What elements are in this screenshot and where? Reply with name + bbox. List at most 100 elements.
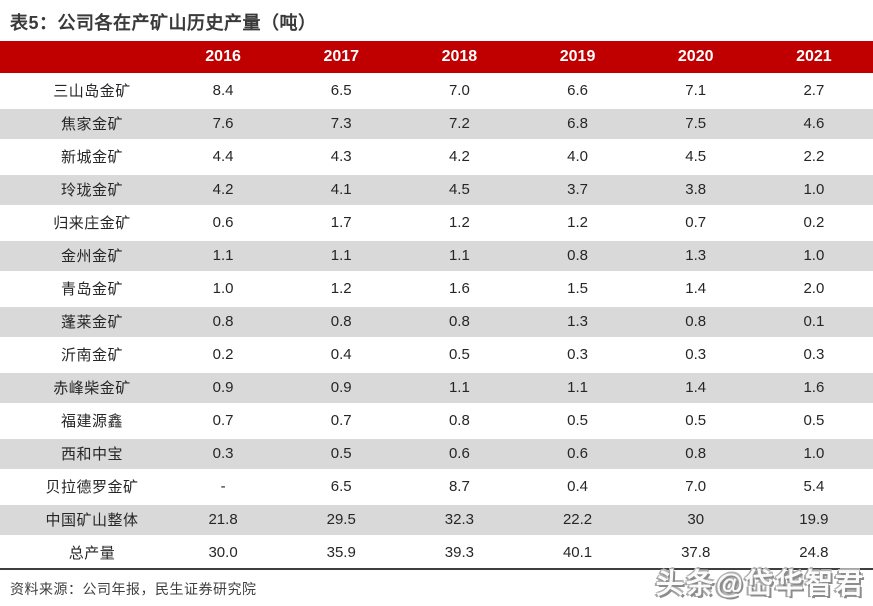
value-cell: 4.2 — [400, 138, 519, 173]
year-header-2021: 2021 — [754, 41, 873, 74]
value-cell: 4.2 — [164, 171, 283, 206]
value-cell: 3.8 — [636, 171, 755, 206]
table-row: 三山岛金矿 8.4 6.5 7.0 6.6 7.1 2.7 — [0, 72, 873, 107]
value-cell: 0.7 — [282, 402, 401, 437]
mine-name-cell: 焦家金矿 — [0, 105, 164, 140]
mine-name-cell: 中国矿山整体 — [0, 501, 164, 536]
value-cell: 4.0 — [518, 138, 637, 173]
value-cell: 2.0 — [754, 270, 873, 305]
value-cell: 7.6 — [164, 105, 283, 140]
value-cell: 0.3 — [164, 435, 283, 470]
value-cell: 0.2 — [754, 204, 873, 239]
value-cell: 1.1 — [400, 369, 519, 404]
value-cell: 0.5 — [400, 336, 519, 371]
value-cell: 1.4 — [636, 270, 755, 305]
value-cell: 0.5 — [636, 402, 755, 437]
value-cell: 0.8 — [400, 402, 519, 437]
value-cell: 1.1 — [282, 237, 401, 272]
value-cell: 0.5 — [282, 435, 401, 470]
value-cell: 1.1 — [164, 237, 283, 272]
value-cell: 22.2 — [518, 501, 637, 536]
value-cell: 0.4 — [282, 336, 401, 371]
page-title: 表5：公司各在产矿山历史产量（吨） — [10, 13, 317, 33]
value-cell: 0.8 — [636, 435, 755, 470]
year-header-2016: 2016 — [164, 41, 283, 74]
value-cell: 19.9 — [754, 501, 873, 536]
value-cell: 0.5 — [518, 402, 637, 437]
value-cell: 0.5 — [754, 402, 873, 437]
table-body: 三山岛金矿 8.4 6.5 7.0 6.6 7.1 2.7 焦家金矿 7.6 7.3 7.2 6.8 7… — [0, 72, 873, 569]
value-cell: 2.7 — [754, 72, 873, 107]
value-cell: 1.0 — [164, 270, 283, 305]
source-note: 资料来源：公司年报，民生证券研究院 — [10, 581, 257, 597]
table-row: 赤峰柴金矿 0.9 0.9 1.1 1.1 1.4 1.6 — [0, 369, 873, 404]
table-row: 新城金矿 4.4 4.3 4.2 4.0 4.5 2.2 — [0, 138, 873, 173]
value-cell: 7.0 — [400, 72, 519, 107]
value-cell: 8.4 — [164, 72, 283, 107]
value-cell: 0.8 — [400, 303, 519, 338]
value-cell: 8.7 — [400, 468, 519, 503]
mine-name-cell: 新城金矿 — [0, 138, 164, 173]
value-cell: 21.8 — [164, 501, 283, 536]
value-cell: 0.7 — [164, 402, 283, 437]
table-row: 沂南金矿 0.2 0.4 0.5 0.3 0.3 0.3 — [0, 336, 873, 371]
corner-cell — [0, 41, 164, 74]
year-header-2019: 2019 — [518, 41, 637, 74]
value-cell: 4.3 — [282, 138, 401, 173]
value-cell: 37.8 — [636, 534, 755, 569]
value-cell: 6.5 — [282, 468, 401, 503]
value-cell: 1.0 — [754, 435, 873, 470]
table-row: 贝拉德罗金矿 -6.5 8.7 0.4 7.0 5.4 — [0, 468, 873, 503]
value-cell: 7.1 — [636, 72, 755, 107]
mine-name-cell: 归来庄金矿 — [0, 204, 164, 239]
value-cell: 0.3 — [518, 336, 637, 371]
mine-name-cell: 青岛金矿 — [0, 270, 164, 305]
year-header-2018: 2018 — [400, 41, 519, 74]
value-cell: 30.0 — [164, 534, 283, 569]
value-cell: 1.1 — [400, 237, 519, 272]
mine-name-cell: 金州金矿 — [0, 237, 164, 272]
value-cell: 29.5 — [282, 501, 401, 536]
value-cell: 7.5 — [636, 105, 755, 140]
table-row: 玲珑金矿 4.2 4.1 4.5 3.7 3.8 1.0 — [0, 171, 873, 206]
mine-name-cell: 玲珑金矿 — [0, 171, 164, 206]
value-cell: 4.4 — [164, 138, 283, 173]
value-cell: 1.0 — [754, 171, 873, 206]
mine-name-cell: 贝拉德罗金矿 — [0, 468, 164, 503]
value-cell: 1.3 — [636, 237, 755, 272]
value-cell: 40.1 — [518, 534, 637, 569]
value-cell: 1.2 — [400, 204, 519, 239]
table-row: 西和中宝 0.3 0.5 0.6 0.6 0.8 1.0 — [0, 435, 873, 470]
value-cell: 39.3 — [400, 534, 519, 569]
value-cell: 6.5 — [282, 72, 401, 107]
year-header-2017: 2017 — [282, 41, 401, 74]
value-cell: 0.6 — [400, 435, 519, 470]
watermark: 头条@岱华智君 — [655, 568, 865, 599]
value-cell: 24.8 — [754, 534, 873, 569]
value-cell: 4.6 — [754, 105, 873, 140]
mine-name-cell: 三山岛金矿 — [0, 72, 164, 107]
value-cell: 4.5 — [400, 171, 519, 206]
table-row: 金州金矿 1.1 1.1 1.1 0.8 1.3 1.0 — [0, 237, 873, 272]
value-cell: 1.1 — [518, 369, 637, 404]
value-cell: 0.6 — [518, 435, 637, 470]
value-cell: 1.6 — [754, 369, 873, 404]
value-cell: 0.2 — [164, 336, 283, 371]
table-row: 总产量 30.0 35.9 39.3 40.1 37.8 24.8 — [0, 534, 873, 569]
value-cell: 7.0 — [636, 468, 755, 503]
value-cell: 3.7 — [518, 171, 637, 206]
value-cell: 0.9 — [282, 369, 401, 404]
value-cell: 1.7 — [282, 204, 401, 239]
table-row: 中国矿山整体 21.8 29.5 32.3 22.2 30 19.9 — [0, 501, 873, 536]
value-cell: 4.1 — [282, 171, 401, 206]
mine-name-cell: 沂南金矿 — [0, 336, 164, 371]
value-cell: 0.8 — [518, 237, 637, 272]
value-cell: 35.9 — [282, 534, 401, 569]
mine-name-cell: 总产量 — [0, 534, 164, 569]
table-row: 归来庄金矿 0.6 1.7 1.2 1.2 0.7 0.2 — [0, 204, 873, 239]
value-cell: 1.5 — [518, 270, 637, 305]
production-table: 2016 2017 2018 2019 2020 2021 三山岛金矿 8.4 6.… — [0, 41, 873, 570]
value-cell: 0.4 — [518, 468, 637, 503]
value-cell: 1.0 — [754, 237, 873, 272]
